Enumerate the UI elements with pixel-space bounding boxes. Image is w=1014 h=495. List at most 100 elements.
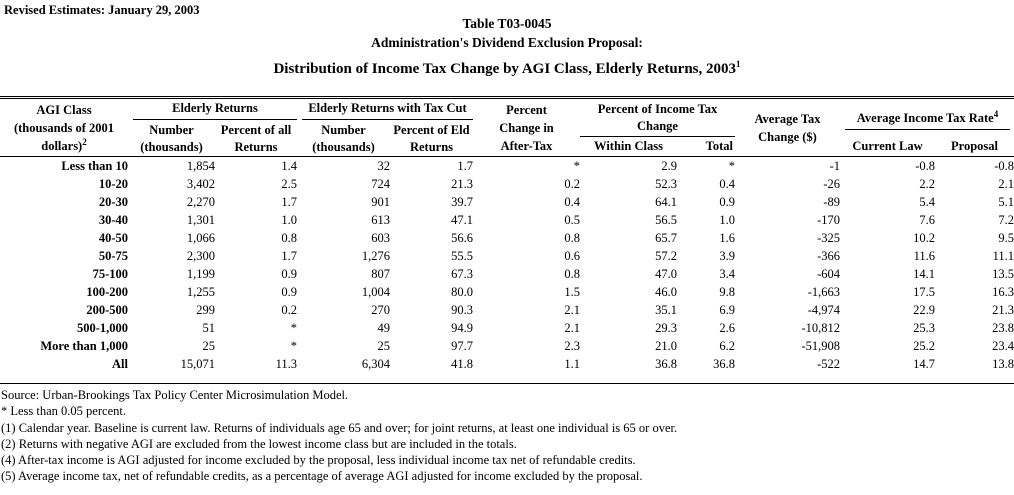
title-proposal: Administration's Dividend Exclusion Prop… — [371, 35, 643, 50]
table-cell: 2.2 — [919, 177, 935, 191]
table-cell: 47.0 — [655, 267, 677, 281]
table-cell: 724 — [371, 177, 390, 191]
revised-estimates-note: Revised Estimates: January 29, 2003 — [4, 3, 200, 17]
table-cell: -4,974 — [807, 303, 840, 317]
table-cell: 1,854 — [186, 159, 215, 173]
table-cell: 11.1 — [992, 249, 1014, 263]
table-cell: 1.4 — [281, 159, 297, 173]
table-cell: -1 — [829, 159, 840, 173]
table-cell: 1,255 — [186, 285, 215, 299]
table-cell: 56.5 — [655, 213, 677, 227]
table-cell: 1,301 — [186, 213, 215, 227]
table-cell: 14.1 — [913, 267, 935, 281]
table-cell: 49 — [377, 321, 391, 335]
table-cell: 603 — [371, 231, 390, 245]
table-cell: 23.8 — [992, 321, 1014, 335]
table-cell: 1.0 — [281, 213, 297, 227]
table-cell: 39.7 — [451, 195, 473, 209]
table-row: All 15,071 11.3 6,304 41.8 1.1 36.8 36.8 -522 14.… — [0, 355, 1014, 383]
table-cell: 1,199 — [186, 267, 215, 281]
table-cell: 1.6 — [719, 231, 735, 245]
table-cell: 9.8 — [719, 285, 735, 299]
table-cell: 90.3 — [451, 303, 473, 317]
taxcut-number-header: Number (thousands) — [312, 123, 375, 154]
table-cell: 299 — [196, 303, 215, 317]
table-cell: * — [290, 321, 297, 335]
table-cell: 36.8 — [655, 357, 677, 371]
row-label: Less than 10 — [61, 159, 128, 173]
table-row: 40-50 1,066 0.8 603 56.6 0.8 65.7 1.6 -325 10.2 9.… — [0, 229, 1014, 247]
table-cell: 5.4 — [919, 195, 935, 209]
within-class-header: Within Class — [594, 139, 663, 153]
table-cell: -10,812 — [801, 321, 840, 335]
title-footnote-marker: 1 — [736, 59, 741, 69]
table-cell: 11.6 — [913, 249, 935, 263]
table-cell: 0.2 — [281, 303, 297, 317]
table-cell: 3.4 — [719, 267, 735, 281]
table-cell: 807 — [371, 267, 390, 281]
table-cell: 56.6 — [451, 231, 473, 245]
table-cell: 2.1 — [564, 303, 580, 317]
footnotes: Source: Urban-Brookings Tax Policy Cente… — [0, 387, 1014, 485]
table-cell: * — [290, 339, 297, 353]
table-cell: 7.6 — [919, 213, 935, 227]
table-cell: -170 — [817, 213, 840, 227]
table-cell: 0.9 — [281, 267, 297, 281]
table-cell: 6.2 — [719, 339, 735, 353]
row-label: More than 1,000 — [40, 339, 128, 353]
table-cell: 25.3 — [913, 321, 935, 335]
table-cell: -604 — [817, 267, 840, 281]
table-cell: 1.1 — [564, 357, 580, 371]
table-cell: -366 — [817, 249, 840, 263]
table-cell: 23.4 — [992, 339, 1014, 353]
percent-of-eld-returns-header: Percent of Eld Returns — [393, 123, 470, 154]
table-cell: 65.7 — [655, 231, 677, 245]
total-header: Total — [705, 139, 733, 153]
table-cell: 47.1 — [451, 213, 473, 227]
table-cell: 14.7 — [913, 357, 935, 371]
table-cell: 6.9 — [719, 303, 735, 317]
table-cell: 2.1 — [564, 321, 580, 335]
table-cell: 7.2 — [998, 213, 1014, 227]
current-law-header: Current Law — [852, 139, 923, 153]
footnote-line: (2) Returns with negative AGI are exclud… — [1, 436, 517, 451]
table-cell: 0.6 — [564, 249, 580, 263]
table-cell: 94.9 — [451, 321, 473, 335]
table-cell: 0.2 — [564, 177, 580, 191]
table-cell: 2.3 — [564, 339, 580, 353]
table-cell: 1.0 — [719, 213, 735, 227]
table-cell: * — [728, 159, 735, 173]
table-cell: 2.9 — [661, 159, 677, 173]
table-cell: 1,066 — [186, 231, 215, 245]
table-cell: 2.1 — [998, 177, 1014, 191]
table-cell: 0.9 — [719, 195, 735, 209]
title-distribution: Distribution of Income Tax Change by AGI… — [273, 59, 741, 78]
table-cell: 0.5 — [564, 213, 580, 227]
table-cell: 1.7 — [457, 159, 473, 173]
table-cell: 97.7 — [451, 339, 473, 353]
table-cell: 2.5 — [281, 177, 297, 191]
average-tax-change-header: Average Tax Change ($) — [754, 112, 821, 144]
table-cell: 1.7 — [281, 249, 297, 263]
table-cell: 15,071 — [180, 357, 215, 371]
row-label: 10-20 — [98, 177, 128, 191]
rate-footnote-marker: 4 — [993, 108, 999, 119]
table-cell: 2.6 — [719, 321, 735, 335]
table-cell: 0.8 — [564, 231, 580, 245]
row-label: All — [112, 357, 128, 371]
title-table-number: Table T03-0045 — [462, 16, 552, 31]
elderly-with-tax-cut-group-header: Elderly Returns with Tax Cut — [302, 101, 473, 120]
table-row: More than 1,000 25 * 25 97.7 2.3 21.0 6.2 -51,90… — [0, 337, 1014, 355]
table-cell: 46.0 — [655, 285, 677, 299]
table-cell: -522 — [817, 357, 840, 371]
table-cell: 21.0 — [655, 339, 677, 353]
table-cell: 1,276 — [361, 249, 390, 263]
table-cell: 1.7 — [281, 195, 297, 209]
table-cell: 25 — [377, 339, 391, 353]
table-row: 100-200 1,255 0.9 1,004 80.0 1.5 46.0 9.8 -1,663… — [0, 283, 1014, 301]
table-cell: 32 — [377, 159, 391, 173]
table-cell: 16.3 — [992, 285, 1014, 299]
table-cell: * — [573, 159, 580, 173]
percent-of-income-tax-change-group-header: Percent of Income Tax Change — [580, 101, 735, 137]
table-cell: 3,402 — [186, 177, 215, 191]
